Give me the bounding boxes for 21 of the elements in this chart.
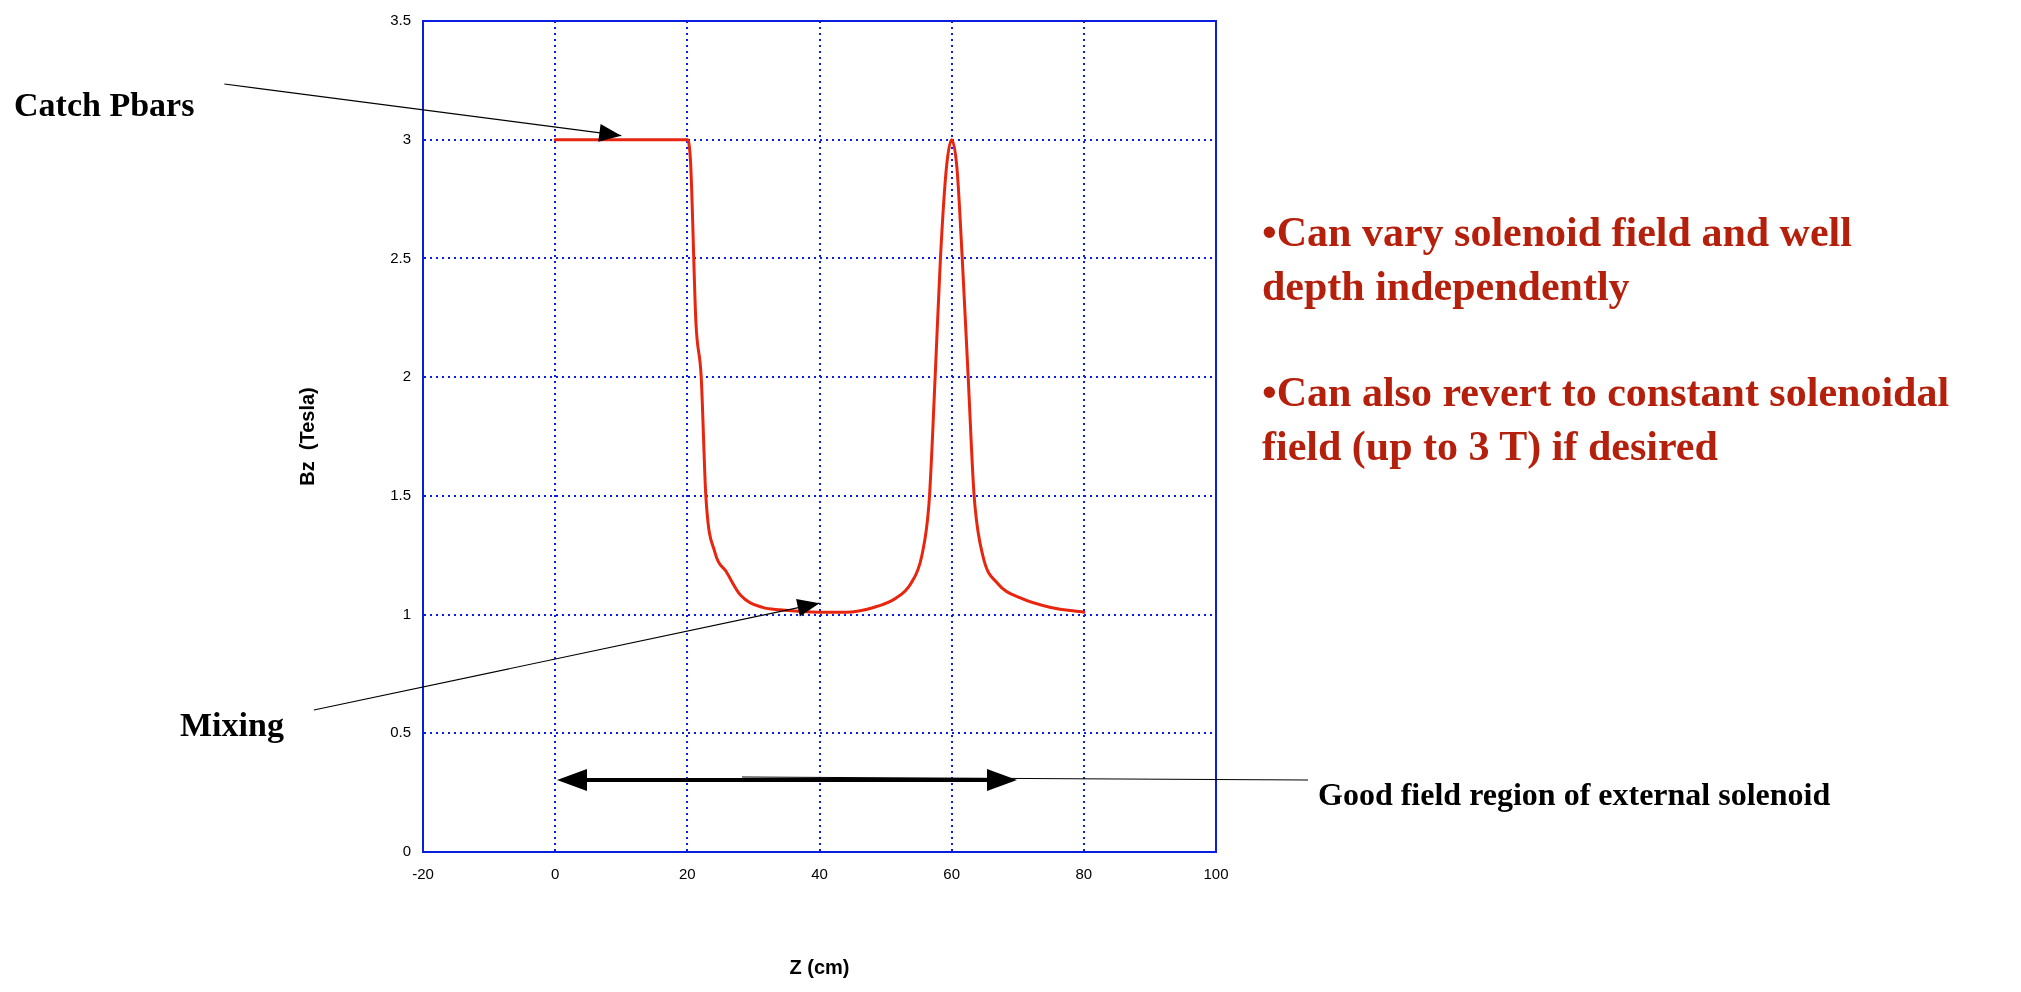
- y-tick-label: 3: [402, 129, 411, 147]
- y-tick-label: 2.5: [390, 248, 411, 266]
- y-tick-label: 2: [402, 367, 411, 385]
- y-tick-label: 3.5: [390, 11, 411, 29]
- text: Good field region of external solenoid: [1318, 776, 1831, 813]
- x-tick-label: 60: [943, 865, 961, 883]
- x-tick-label: 40: [811, 865, 828, 883]
- y-tick-label: 0.5: [390, 723, 411, 741]
- annotation: Mixing: [180, 706, 284, 744]
- text: •Can also revert to constant solenoidal field (up to 3 T) if desired: [1262, 368, 1951, 471]
- x-tick-label: -20: [412, 865, 434, 883]
- annotation: Catch Pbars: [14, 86, 195, 124]
- y-tick-label: 1.5: [390, 486, 411, 503]
- text: •Can vary solenoid field and well depth independently: [1262, 208, 1853, 311]
- x-tick-label: 20: [678, 865, 696, 883]
- x-tick-label: 80: [1075, 865, 1093, 883]
- y-tick-label: 0: [402, 842, 411, 860]
- y-axis-title: Bz (Tesla): [295, 387, 318, 486]
- x-axis-title: Z (cm): [789, 955, 850, 978]
- x-tick-label: 0: [550, 865, 560, 883]
- x-tick-label: 100: [1203, 865, 1229, 883]
